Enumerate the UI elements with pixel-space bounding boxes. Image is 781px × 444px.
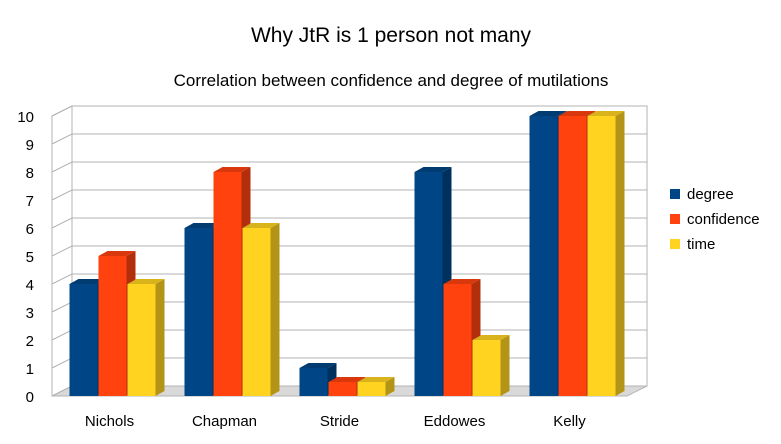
bar-side	[155, 279, 165, 396]
y-tick-label: 6	[26, 221, 34, 238]
y-tick-label: 5	[26, 249, 34, 266]
bar-side	[615, 111, 625, 396]
y-tick-label: 2	[26, 333, 34, 350]
bar-front	[69, 284, 98, 396]
x-tick-label-nichols: Nichols	[85, 413, 134, 430]
bar-top	[587, 111, 625, 116]
bar-front	[414, 172, 443, 396]
bar-top	[69, 279, 107, 284]
x-tick-label-kelly: Kelly	[553, 413, 586, 430]
bar-time-chapman	[242, 223, 280, 396]
bar-top	[213, 167, 251, 172]
gridline	[51, 189, 647, 201]
gridline	[51, 273, 647, 285]
gridline	[51, 161, 647, 173]
y-tick-label: 3	[26, 305, 34, 322]
bar-front	[443, 284, 472, 396]
y-tick-label: 8	[26, 165, 34, 182]
gridline	[51, 133, 647, 145]
bar-top	[558, 111, 596, 116]
legend-swatch-confidence	[670, 214, 680, 224]
legend-swatch-degree	[670, 189, 680, 199]
bar-top	[242, 223, 280, 228]
bars	[69, 111, 625, 396]
gridline	[51, 105, 647, 117]
bar-top	[357, 377, 395, 382]
bar-time-nichols	[127, 279, 165, 396]
legend-label-confidence: confidence	[687, 211, 760, 228]
bar-front	[184, 228, 213, 396]
bar-top	[127, 279, 165, 284]
bar-top	[98, 251, 136, 256]
legend-label-degree: degree	[687, 186, 734, 203]
bar-top	[529, 111, 567, 116]
bar-front	[213, 172, 242, 396]
chart-title: Why JtR is 1 person not many	[251, 24, 532, 47]
bar-time-stride	[357, 377, 395, 396]
bar-time-eddowes	[472, 335, 510, 396]
y-tick-label: 9	[26, 137, 34, 154]
bar-side	[270, 223, 280, 396]
y-tick-label: 7	[26, 193, 34, 210]
legend: degree confidence time	[670, 186, 760, 253]
bar-top	[414, 167, 452, 172]
chart-subtitle: Correlation between confidence and degre…	[174, 71, 609, 90]
x-tick-label-eddowes: Eddowes	[424, 413, 486, 430]
x-tick-label-chapman: Chapman	[192, 413, 257, 430]
x-tick-label-stride: Stride	[320, 413, 359, 430]
y-axis-ticks: 0 1 2 3 4 5 6 7 8 9 10	[17, 109, 34, 406]
legend-swatch-time	[670, 239, 680, 249]
bar-side	[500, 335, 510, 396]
bar-time-kelly	[587, 111, 625, 396]
y-tick-label: 10	[17, 109, 34, 126]
bar-front	[328, 382, 357, 396]
bar-top	[328, 377, 366, 382]
bar-front	[98, 256, 127, 396]
gridline	[51, 217, 647, 229]
bar-front	[587, 116, 616, 396]
gridline	[51, 245, 647, 257]
bar-top	[299, 363, 337, 368]
bar-front	[127, 284, 156, 396]
bar-front	[242, 228, 271, 396]
y-tick-label: 1	[26, 361, 34, 378]
y-tick-label: 0	[26, 389, 34, 406]
bar-front	[558, 116, 587, 396]
bar-top	[443, 279, 481, 284]
bar-front	[529, 116, 558, 396]
bar-top	[184, 223, 222, 228]
legend-label-time: time	[687, 236, 715, 253]
bar-front	[357, 382, 386, 396]
y-tick-label: 4	[26, 277, 34, 294]
bar-side	[385, 377, 395, 396]
bar-top	[472, 335, 510, 340]
bar-front	[299, 368, 328, 396]
x-axis-ticks: Nichols Chapman Stride Eddowes Kelly	[85, 413, 586, 430]
bar-confidence-eddowes	[443, 279, 481, 396]
bar-front	[472, 340, 501, 396]
